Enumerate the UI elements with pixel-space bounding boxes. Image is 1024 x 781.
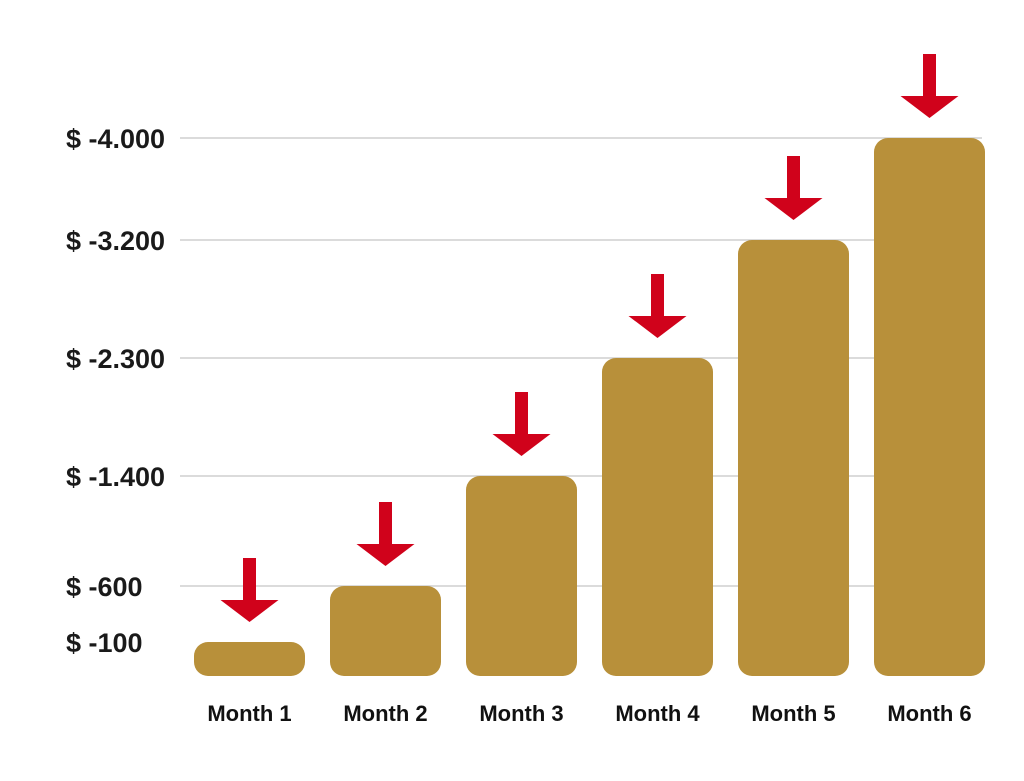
y-tick-label: $ -1.400	[66, 462, 165, 492]
y-tick-label: $ -2.300	[66, 344, 165, 374]
down-arrow-icon	[628, 274, 687, 338]
bar-3	[466, 476, 577, 676]
x-category-label: Month 1	[207, 701, 291, 726]
y-tick-label: $ -600	[66, 572, 143, 602]
bar-6	[874, 138, 985, 676]
down-arrow-icon	[764, 156, 823, 220]
arrows	[220, 54, 959, 622]
bar-4	[602, 358, 713, 676]
x-category-label: Month 2	[343, 701, 427, 726]
bar-5	[738, 240, 849, 676]
y-axis-labels: $ -100 $ -600 $ -1.400 $ -2.300 $ -3.200 $ -4…	[66, 124, 165, 658]
bar-1	[194, 642, 305, 676]
down-arrow-icon	[220, 558, 279, 622]
bar-2	[330, 586, 441, 676]
x-category-label: Month 3	[479, 701, 563, 726]
down-arrow-icon	[492, 392, 551, 456]
down-arrow-icon	[900, 54, 959, 118]
down-arrow-icon	[356, 502, 415, 566]
gridlines	[180, 137, 982, 587]
x-category-label: Month 4	[615, 701, 700, 726]
y-tick-label: $ -4.000	[66, 124, 165, 154]
x-axis-labels: Month 1 Month 2 Month 3 Month 4 Month 5 Month…	[207, 701, 971, 726]
y-tick-label: $ -100	[66, 628, 143, 658]
y-tick-label: $ -3.200	[66, 226, 165, 256]
x-category-label: Month 6	[887, 701, 971, 726]
bars	[194, 138, 985, 676]
x-category-label: Month 5	[751, 701, 835, 726]
